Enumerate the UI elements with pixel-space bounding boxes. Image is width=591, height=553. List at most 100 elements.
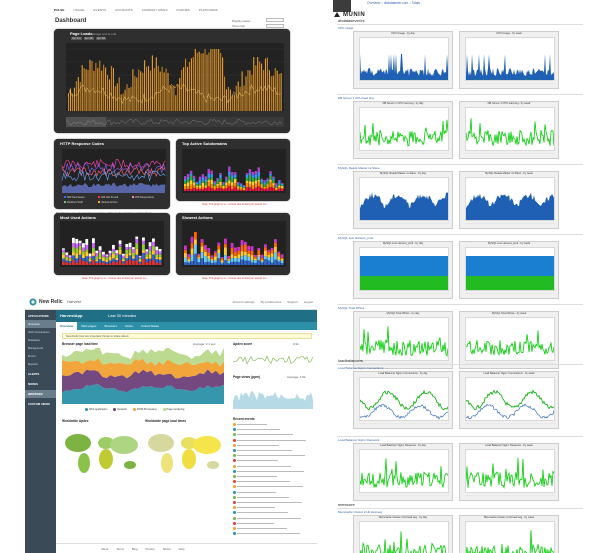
event-row[interactable] (233, 475, 277, 478)
sidebar-nodes[interactable]: NODES (28, 382, 38, 386)
munin-section-link[interactable]: MySQL Total Writes (338, 306, 365, 310)
munin-graph[interactable]: Load Balancer Nginx Connections - by wee… (459, 371, 559, 429)
nav-accounts[interactable]: ACCOUNTS (115, 8, 133, 12)
show-last-select[interactable] (266, 24, 284, 28)
event-row[interactable] (233, 480, 290, 484)
logout-link[interactable]: Logout (303, 300, 313, 304)
tab-web-pages[interactable]: Web pages (81, 324, 97, 328)
nav-platforms[interactable]: PLATFORMS (198, 8, 218, 12)
sidebar-errors[interactable]: Errors (28, 354, 36, 358)
support-link[interactable]: Support (287, 300, 298, 304)
date-tag[interactable]: Apr 5th (95, 37, 107, 40)
event-row[interactable] (233, 423, 267, 426)
nav-phones[interactable]: PHONES (176, 8, 190, 12)
stacked-bar-segment (236, 189, 240, 191)
time-range-picker[interactable]: Last 30 minutes (108, 313, 137, 318)
munin-graph[interactable]: MySQL Live Harvest_prod - by week (459, 241, 559, 299)
munin-section-link[interactable]: MySQL Reads Master vs Slave (338, 166, 380, 170)
munin-graph[interactable]: MySQL Total Writes - by week (459, 311, 559, 369)
munin-graph[interactable]: Load Balancer Nginx Requests - by week (459, 443, 559, 501)
display-latest-select[interactable] (266, 18, 284, 22)
stacked-bar-segment (251, 177, 255, 182)
munin-graph[interactable]: Load Balancer Nginx Requests - by day (353, 443, 453, 501)
event-row[interactable] (233, 469, 304, 473)
sidebar-database[interactable]: Database (28, 338, 40, 342)
sidebar-web-transactions[interactable]: Web transactions (28, 330, 50, 334)
event-row[interactable] (233, 527, 287, 530)
event-row[interactable] (233, 532, 300, 536)
totals-link[interactable]: Totals (411, 1, 420, 5)
munin-graph[interactable]: Memcache Cluster 2 Hit load avg - by day (353, 515, 453, 553)
sidebar-reports[interactable]: Reports (28, 362, 38, 366)
event-row[interactable] (233, 490, 276, 494)
footer-status[interactable]: Status (162, 547, 171, 551)
munin-section-link[interactable]: CPU usage (338, 26, 354, 30)
event-row[interactable] (233, 464, 291, 468)
date-tag[interactable]: Apr 4th (83, 37, 94, 40)
preferences-link[interactable]: My preferences (260, 300, 282, 304)
sidebar-overview[interactable]: Overview (25, 320, 56, 328)
munin-graph[interactable]: CPU Usage - by week (459, 31, 559, 89)
sidebar-background[interactable]: Background (28, 346, 43, 350)
event-row[interactable] (233, 433, 293, 437)
munin-section-link[interactable]: Memcache Cluster 2 Hit load avg (338, 510, 383, 514)
munin-graph[interactable]: Memcache Cluster 2 Hit load avg - by wee… (459, 515, 559, 553)
stacked-bar-segment (260, 182, 263, 185)
nr-account[interactable]: Harvest (67, 299, 81, 304)
munin-graph[interactable]: Load Balancer Nginx Connections - by day (353, 371, 453, 429)
munin-section-link[interactable]: MySQL Live Harvest_prod (338, 236, 374, 240)
munin-section-link[interactable]: DB Server 1 CPU load avg (338, 96, 374, 100)
sidebar-alerts[interactable]: ALERTS (28, 372, 40, 376)
munin-graph[interactable]: DB Server 1 CPU load avg - by week (459, 101, 559, 159)
date-tag[interactable]: Apr 3rd (71, 37, 82, 40)
stacked-bar-segment (224, 247, 227, 256)
event-row[interactable] (233, 516, 301, 520)
tab-united-states[interactable]: United States (141, 324, 160, 328)
event-row[interactable] (233, 501, 302, 504)
event-row[interactable] (233, 485, 303, 489)
event-row[interactable] (233, 511, 288, 515)
event-row[interactable] (233, 454, 305, 458)
overview-link[interactable]: Overview (367, 1, 381, 5)
munin-graph[interactable]: MySQL Live Harvest_prod - by day (353, 241, 453, 299)
stacked-bar-segment (228, 183, 231, 187)
footer-privacy[interactable]: Privacy (145, 547, 155, 551)
nav-company-msgs[interactable]: COMPANY MSGS (141, 8, 168, 12)
footer-help[interactable]: Help (178, 547, 185, 551)
footer-blog[interactable]: Blog (131, 547, 138, 551)
event-row[interactable] (233, 443, 279, 447)
event-row[interactable] (233, 521, 274, 525)
nav-events[interactable]: EVENTS (93, 8, 107, 12)
munin-section-link[interactable]: Load Balancer Nginx Connections (338, 366, 384, 370)
footer-terms[interactable]: Terms (116, 547, 124, 551)
tab-overview[interactable]: Overview (56, 322, 78, 330)
munin-section-link[interactable]: Load Balancer Nginx Requests (338, 438, 380, 442)
munin-graph[interactable]: DB Server 1 CPU load avg - by day (353, 101, 453, 159)
nav-usage[interactable]: USAGE (73, 8, 85, 12)
munin-graph[interactable]: MySQL Total Writes - by day (353, 311, 453, 369)
host-link[interactable]: dbdatasever.com (383, 1, 409, 5)
nav-pulse[interactable]: PULSE (54, 8, 65, 12)
munin-graph[interactable]: CPU Usage - by day (353, 31, 453, 89)
account-settings-link[interactable]: Account settings (232, 300, 255, 304)
tab-globe[interactable]: Globe (124, 324, 133, 328)
app-name[interactable]: HarvestApp (60, 313, 83, 318)
footer-about[interactable]: About (101, 547, 109, 551)
event-row[interactable] (233, 449, 292, 452)
event-row[interactable] (233, 438, 306, 442)
stacked-bar-segment (68, 256, 72, 259)
event-row[interactable] (233, 428, 280, 432)
page-load-bar (140, 71, 142, 111)
tab-browsers[interactable]: Browsers (104, 324, 117, 328)
event-row[interactable] (233, 506, 275, 510)
stacked-bar-segment (237, 246, 241, 251)
munin-graph[interactable]: MySQL Reads Master vs Slave - by week (459, 171, 559, 229)
sidebar-custom-views[interactable]: CUSTOM VIEWS (28, 402, 50, 406)
stacked-bar-segment (207, 168, 210, 174)
sidebar-applications[interactable]: APPLICATIONS (28, 314, 49, 318)
nr-logo[interactable]: New Relic (29, 298, 63, 306)
munin-graph[interactable]: MySQL Reads Master vs Slave - by day (353, 171, 453, 229)
event-row[interactable] (233, 459, 278, 463)
event-row[interactable] (233, 495, 289, 499)
sidebar-browser[interactable]: BROWSER (25, 390, 56, 398)
